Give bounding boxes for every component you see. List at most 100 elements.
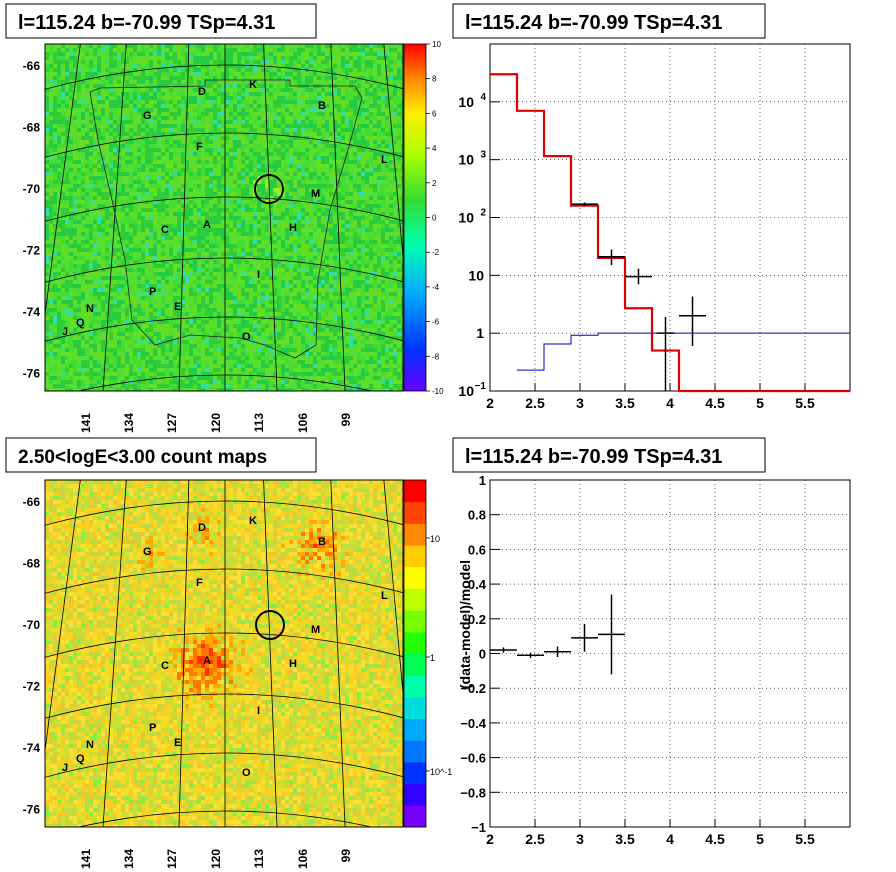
source-label-H: H: [289, 222, 297, 234]
lat-tick-label: -66: [23, 495, 41, 509]
palette-tick-label: -10: [432, 387, 444, 396]
lat-tick-label: -76: [23, 367, 41, 381]
residual-map-grid: [45, 44, 403, 391]
y-tick-label: 10: [458, 152, 474, 168]
y-tick-label: −1: [471, 820, 486, 835]
palette-tick-label: -6: [432, 318, 440, 327]
y-tick-label: 0.6: [468, 542, 486, 557]
residual-point: [571, 624, 598, 652]
palette-tick-label: -2: [432, 248, 440, 257]
y-tick-label: 10: [468, 267, 484, 283]
residual-map-axes: -66 -68 -70 -72 -74 -76 141 134 127 120 113 106 99: [23, 59, 353, 433]
source-label-M: M: [311, 624, 320, 636]
source-label-B: B: [318, 536, 326, 548]
source-label-G: G: [143, 110, 152, 122]
count-map-panel: K D B G F L M A C H I P E NQJ O -66 -68 -70 -72 -74 -76 141 1…: [23, 479, 452, 869]
x-tick-label: 2: [486, 831, 494, 847]
source-label-O: O: [242, 331, 251, 343]
x-tick-label: 5: [756, 831, 764, 847]
residual-plot: 2 2.5 3 3.5 4 4.5 5 5.5 1 0.8 0.6 0.4 0.2 0 −0.2 −0.4 −0…: [457, 473, 850, 847]
lon-tick-label: 127: [165, 413, 179, 433]
palette-tick-label: 10: [432, 40, 441, 49]
lat-tick-label: -72: [23, 680, 41, 694]
source-label-F: F: [196, 577, 203, 589]
y-tick-exponent: 3: [480, 150, 486, 161]
y-tick-label: 10: [458, 94, 474, 110]
source-label-C: C: [161, 660, 169, 672]
lat-tick-label: -68: [23, 121, 41, 135]
title-top-left: l=115.24 b=-70.99 TSp=4.31: [18, 12, 275, 34]
lon-tick-label: 141: [79, 849, 93, 869]
source-labels: K D B G F L M A C H I P E NQJ O: [62, 79, 388, 343]
lat-tick-label: -70: [23, 182, 41, 196]
residual-point: [490, 647, 517, 653]
count-map-pixels: [45, 480, 403, 827]
y-tick-label: −0.2: [460, 681, 486, 696]
source-label-C: C: [161, 224, 169, 236]
source-labels: K D B G F L M A C H I P E NQJ O: [62, 515, 388, 779]
data-point: [598, 249, 625, 266]
lat-tick-label: -68: [23, 557, 41, 571]
source-label-K: K: [249, 515, 257, 527]
source-label-J: J: [62, 326, 68, 338]
source-label-B: B: [318, 100, 326, 112]
y-tick-label: 10: [458, 383, 474, 399]
source-label-I: I: [257, 269, 260, 281]
source-label-P: P: [149, 722, 156, 734]
y-tick-exponent: 2: [480, 208, 486, 219]
x-tick-label: 5.5: [795, 831, 815, 847]
roi-outline: [89, 79, 363, 359]
y-tick-label: 0.8: [468, 508, 486, 523]
source-label-P: P: [149, 286, 156, 298]
lat-tick-label: -72: [23, 244, 41, 258]
source-label-Q: Q: [76, 753, 85, 765]
source-label-J: J: [62, 762, 68, 774]
source-label-A: A: [203, 655, 211, 667]
palette-tick-label: 2: [432, 179, 437, 188]
x-tick-label: 2: [486, 395, 494, 411]
residual-map-frame: [44, 43, 404, 392]
palette-tick-label: 10: [430, 534, 440, 544]
y-tick-label: 0: [479, 647, 486, 662]
source-label-K: K: [249, 79, 257, 91]
source-label-N: N: [86, 739, 94, 751]
title-box-bottom-left: 2.50<logE<3.00 count maps: [5, 437, 317, 473]
source-label-E: E: [174, 737, 181, 749]
title-box-top-right: l=115.24 b=-70.99 TSp=4.31: [452, 3, 766, 39]
y-tick-label: 0.2: [468, 612, 486, 627]
y-axis-label: (data-model)/model: [457, 560, 473, 689]
title-top-right: l=115.24 b=-70.99 TSp=4.31: [465, 12, 722, 34]
residual-point: [598, 594, 625, 675]
model-total-line: [490, 73, 850, 393]
palette-tick-label: 0: [432, 214, 437, 223]
source-label-M: M: [311, 188, 320, 200]
x-tick-label: 3.5: [615, 831, 635, 847]
target-circle: [254, 174, 284, 204]
source-label-L: L: [381, 154, 388, 166]
palette-tick-label: 1: [430, 653, 435, 663]
model-source-line: [517, 332, 850, 371]
source-label-E: E: [174, 301, 181, 313]
x-tick-label: 5: [756, 395, 764, 411]
y-tick-label: −0.6: [460, 751, 486, 766]
data-point: [656, 317, 675, 391]
lat-tick-label: -76: [23, 803, 41, 817]
x-tick-label: 4.5: [705, 395, 725, 411]
data-point: [625, 268, 652, 285]
title-bottom-right: l=115.24 b=-70.99 TSp=4.31: [465, 446, 722, 468]
lon-tick-label: 99: [339, 413, 353, 427]
lat-tick-label: -66: [23, 59, 41, 73]
data-point: [679, 296, 706, 346]
y-tick-label: 1: [476, 325, 484, 341]
x-tick-label: 3: [576, 395, 584, 411]
x-tick-label: 2.5: [525, 831, 545, 847]
lon-tick-label: 106: [296, 849, 310, 869]
lon-tick-label: 120: [209, 413, 223, 433]
count-map-grid: [45, 480, 403, 827]
x-tick-label: 4: [666, 831, 674, 847]
lat-tick-label: -74: [23, 741, 41, 755]
y-tick-label: 10: [458, 210, 474, 226]
source-label-A: A: [203, 219, 211, 231]
